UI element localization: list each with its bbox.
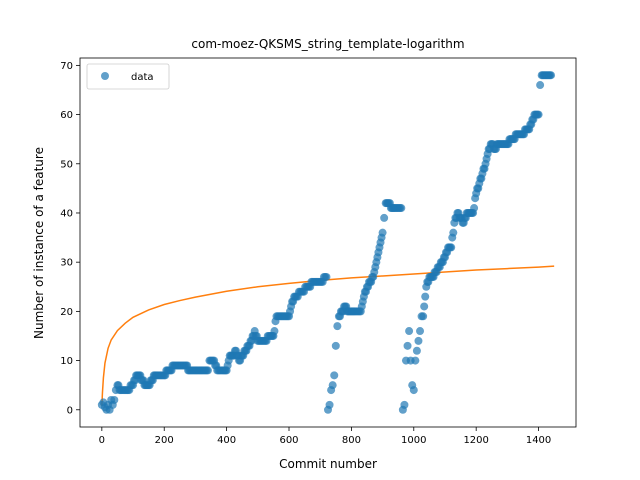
chart-title: com-moez-QKSMS_string_template-logarithm: [191, 37, 464, 51]
data-point: [409, 386, 418, 395]
data-point: [378, 228, 387, 237]
data-point: [414, 336, 423, 345]
x-tick-label-7: 1400: [526, 435, 551, 446]
data-point: [400, 400, 409, 409]
x-axis-title: Commit number: [279, 457, 377, 471]
y-axis: 0 10 20 30 40 50 60 70: [60, 61, 80, 416]
data-point: [419, 312, 428, 321]
y-axis-title: Number of instance of a feature: [32, 147, 46, 339]
data-point: [421, 292, 430, 301]
y-tick-label-7: 70: [60, 61, 73, 72]
data-point: [412, 346, 421, 355]
x-tick-label-5: 1000: [401, 435, 426, 446]
data-point: [420, 302, 429, 311]
y-tick-label-1: 10: [60, 356, 73, 367]
data-point: [547, 71, 556, 80]
plot-area: [80, 58, 576, 427]
x-tick-label-2: 400: [217, 435, 236, 446]
fit-curve-layer: [101, 265, 555, 406]
data-point: [405, 327, 414, 336]
y-tick-label-3: 30: [60, 258, 73, 269]
data-point: [203, 366, 212, 375]
plot-frame: [79, 57, 577, 428]
data-point: [380, 213, 389, 222]
x-axis: 0 200 400 600 800 1000 1200 1400: [99, 427, 551, 446]
x-tick-label-3: 600: [279, 435, 298, 446]
data-point: [536, 81, 545, 90]
legend-marker-data: [101, 72, 109, 80]
data-point: [322, 272, 331, 281]
data-point: [470, 204, 479, 213]
data-point: [447, 243, 456, 252]
data-point: [328, 381, 337, 390]
data-point: [270, 327, 279, 336]
data-point: [411, 356, 420, 365]
x-tick-label-0: 0: [99, 435, 105, 446]
data-point: [331, 341, 340, 350]
data-point: [330, 371, 339, 380]
data-point: [333, 322, 342, 331]
legend: data: [86, 63, 170, 90]
legend-box: [86, 63, 170, 90]
y-tick-label-6: 60: [60, 110, 73, 121]
y-tick-label-5: 50: [60, 159, 73, 170]
x-tick-label-4: 800: [342, 435, 361, 446]
data-point: [416, 327, 425, 336]
y-tick-label-4: 40: [60, 208, 73, 219]
data-point: [325, 400, 334, 409]
y-tick-label-2: 20: [60, 307, 73, 318]
y-tick-label-0: 0: [67, 405, 73, 416]
legend-label-data: data: [131, 72, 154, 83]
data-point: [534, 110, 543, 119]
fit-line: [101, 265, 555, 406]
data-point: [110, 395, 119, 404]
x-tick-label-6: 1200: [463, 435, 488, 446]
data-point: [449, 228, 458, 237]
x-tick-label-1: 200: [155, 435, 174, 446]
data-point: [403, 341, 412, 350]
data-point: [397, 204, 406, 213]
data-points-layer: [97, 71, 556, 414]
